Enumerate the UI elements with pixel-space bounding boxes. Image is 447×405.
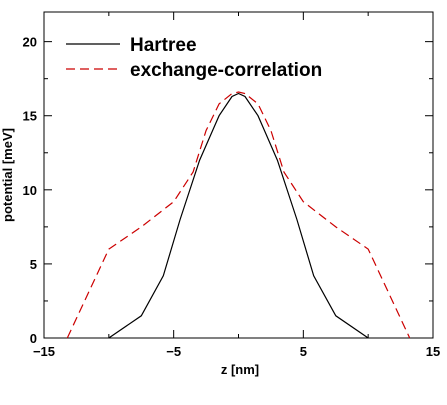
legend-label-1: exchange-correlation [130,60,322,81]
y-axis-label: potential [meV] [0,128,15,222]
x-axis-label: z [nm] [221,362,259,377]
x-tick-label: −15 [33,344,55,359]
y-tick-label: 15 [23,109,37,124]
x-tick-label: 5 [300,344,307,359]
series-line-1 [66,91,411,339]
x-tick-label: −5 [166,344,181,359]
legend-label-0: Hartree [130,35,197,56]
y-tick-label: 5 [30,257,37,272]
y-tick-label: 0 [30,331,37,346]
x-tick-label: 15 [426,344,440,359]
y-tick-label: 10 [23,183,37,198]
y-tick-label: 20 [23,35,37,50]
series-line-0 [108,92,369,339]
tick-marks [43,12,434,339]
tick-labels: −15 −5 5 15 0 5 10 15 20 [23,35,441,359]
series-lines [66,91,411,339]
legend: Hartree exchange-correlation [66,35,322,81]
